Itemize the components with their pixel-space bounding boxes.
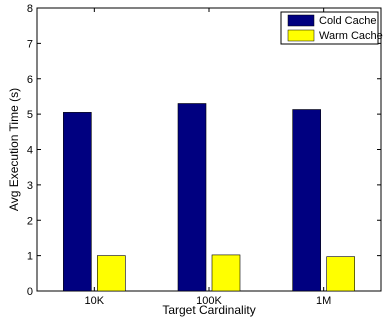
bar-warm-cache-10k: [97, 255, 126, 292]
y-tick-label: 0: [27, 286, 33, 298]
x-tick-label: 1M: [316, 295, 331, 307]
legend-label-warm-cache: Warm Cache: [319, 30, 383, 42]
legend-swatch-warm-cache: [287, 29, 315, 42]
y-axis: 0 1 2 3 4 5 6 7 8: [27, 3, 381, 298]
bar-cold-cache-100k: [177, 103, 207, 292]
y-tick-label: 1: [27, 251, 33, 263]
y-tick-label: 8: [27, 3, 33, 15]
y-tick-label: 5: [27, 109, 33, 121]
legend-swatch-cold-cache: [287, 14, 315, 27]
y-axis-title: Avg Execution Time (s): [7, 88, 21, 211]
bar-cold-cache-10k: [63, 112, 92, 292]
y-tick-label: 4: [27, 145, 33, 157]
x-tick-label: 10K: [85, 295, 105, 307]
y-tick-label: 6: [27, 74, 33, 86]
y-tick-label: 7: [27, 38, 33, 50]
bar-cold-cache-1m: [292, 109, 321, 292]
y-tick-label: 3: [27, 180, 33, 192]
legend-label-cold-cache: Cold Cache: [319, 15, 376, 27]
x-axis: 10K 100K 1M: [85, 8, 331, 307]
y-tick-label: 2: [27, 215, 33, 227]
legend: Cold Cache Warm Cache: [280, 11, 383, 45]
x-axis-title: Target Cardinality: [162, 303, 255, 317]
x-tick-label: 100K: [196, 295, 222, 307]
bars: [63, 103, 355, 292]
bar-warm-cache-100k: [211, 254, 241, 292]
bar-warm-cache-1m: [326, 256, 355, 292]
plot-area: [36, 7, 382, 292]
